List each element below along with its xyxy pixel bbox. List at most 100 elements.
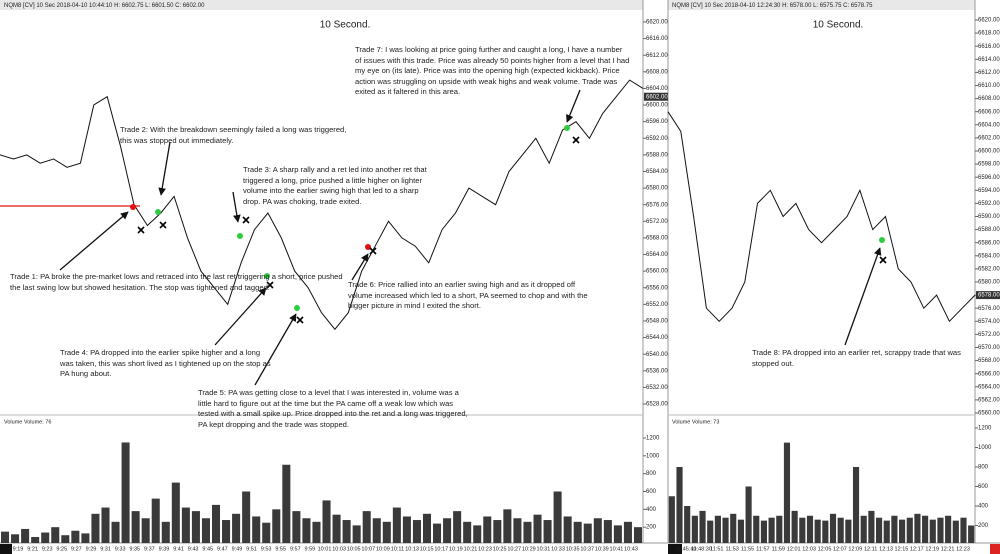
volume-bar	[583, 523, 592, 543]
y-tick-label: 6584.00	[646, 169, 668, 175]
volume-bar	[922, 515, 929, 543]
x-tick-label: 9:57	[290, 546, 301, 552]
x-tick-label: 10:01	[318, 546, 332, 552]
volume-bar	[382, 521, 391, 543]
x-tick-label: 10:03	[332, 546, 346, 552]
x-tick-label: 10:29	[522, 546, 536, 552]
x-tick-label: 10:21	[464, 546, 478, 552]
arrow	[254, 313, 297, 386]
volume-bar	[937, 517, 944, 543]
volume-bar	[968, 525, 975, 543]
y-tick-label: 6568.00	[646, 235, 668, 241]
x-tick-label: 12:15	[895, 546, 909, 552]
x-tick-label: 9:31	[100, 546, 111, 552]
entry-dot	[237, 233, 243, 239]
volume-bar	[342, 520, 351, 543]
volume-bar	[412, 520, 421, 543]
volume-bar	[852, 467, 860, 543]
volume-bar	[242, 491, 251, 543]
annotation: Trade 8: PA dropped into an earlier ret,…	[752, 348, 961, 368]
x-tick-label: 10:15	[420, 546, 434, 552]
volume-bar	[845, 519, 852, 543]
y-tick-label: 6576.00	[646, 202, 668, 208]
volume-tick-label: 600	[978, 484, 989, 490]
volume-bar	[1, 531, 10, 543]
volume-bar	[211, 504, 221, 543]
volume-bar	[676, 467, 683, 543]
x-tick-label: 10:31	[537, 546, 551, 552]
y-tick-label: 6574.00	[978, 319, 1000, 325]
volume-bar	[533, 514, 542, 543]
x-tick-label: 10:43	[624, 546, 638, 552]
y-tick-label: 6528.00	[646, 402, 668, 408]
volume-bar	[633, 527, 642, 543]
x-tick-label: 10:37	[580, 546, 594, 552]
y-tick-label: 6566.00	[978, 371, 1000, 377]
exit-x	[879, 256, 887, 264]
volume-bar	[929, 519, 936, 543]
arrow	[844, 247, 882, 346]
volume-bar	[623, 521, 632, 543]
last-price-box	[976, 291, 1000, 300]
x-tick-label: 12:11	[864, 546, 877, 552]
volume-bar	[684, 506, 691, 543]
y-tick-label: 6588.00	[646, 152, 668, 158]
volume-bar	[776, 515, 783, 543]
y-tick-label: 6572.00	[646, 219, 668, 225]
y-tick-label: 6580.00	[646, 186, 668, 192]
volume-bar	[952, 520, 959, 543]
volume-bar	[503, 509, 512, 543]
y-tick-label: 6586.00	[978, 240, 1000, 246]
volume-tick-label: 800	[646, 471, 657, 477]
exit-x	[242, 216, 250, 224]
y-tick-label: 6556.00	[646, 285, 668, 291]
y-tick-label: 6544.00	[646, 335, 668, 341]
volume-bar	[791, 510, 798, 543]
volume-bar	[372, 518, 381, 543]
annotation: Trade 7: I was looking at price going fu…	[355, 45, 630, 97]
y-tick-label: 6548.00	[646, 319, 668, 325]
y-tick-label: 6580.00	[978, 280, 1000, 286]
arrow	[566, 89, 581, 123]
axis-corner	[990, 544, 1000, 554]
x-tick-label: 9:49	[232, 546, 243, 552]
y-tick-label: 6592.00	[646, 136, 668, 142]
annotation: Trade 5: PA was getting close to a level…	[198, 388, 468, 429]
x-tick-label: 12:13	[879, 546, 893, 552]
volume-bar	[553, 491, 562, 543]
last-price-label: 6602.00	[646, 94, 668, 100]
x-tick-label: 9:43	[188, 546, 199, 552]
entry-dot	[155, 209, 161, 215]
volume-bar	[262, 522, 271, 543]
y-tick-label: 6570.00	[978, 345, 1000, 351]
x-tick-label: 9:55	[275, 546, 286, 552]
volume-bar	[362, 511, 371, 543]
x-tick-label: 11:53	[725, 546, 738, 552]
x-tick-label: 9:47	[217, 546, 228, 552]
x-tick-label: 11:51	[710, 546, 723, 552]
volume-bar	[453, 511, 462, 543]
volume-bar	[443, 518, 452, 543]
volume-tick-label: 200	[646, 525, 657, 531]
x-tick-label: 10:23	[478, 546, 492, 552]
x-tick-label: 12:21	[941, 546, 955, 552]
x-tick-label: 9:23	[42, 546, 53, 552]
exit-x	[572, 136, 580, 144]
volume-tick-label: 1000	[646, 453, 660, 459]
volume-tick-label: 1200	[646, 436, 660, 442]
y-tick-label: 6588.00	[978, 227, 1000, 233]
volume-bar	[483, 516, 492, 543]
volume-bar	[302, 518, 311, 543]
volume-bar	[21, 528, 30, 543]
x-tick-label: 12:01	[787, 546, 801, 552]
arrow	[214, 287, 267, 346]
annotation: Trade 6: Price rallied into an earlier s…	[348, 280, 588, 311]
header-bar	[668, 0, 975, 10]
volume-bar	[422, 513, 432, 543]
volume-bar	[753, 515, 760, 543]
y-tick-label: 6608.00	[646, 69, 668, 75]
volume-bar	[433, 523, 442, 543]
